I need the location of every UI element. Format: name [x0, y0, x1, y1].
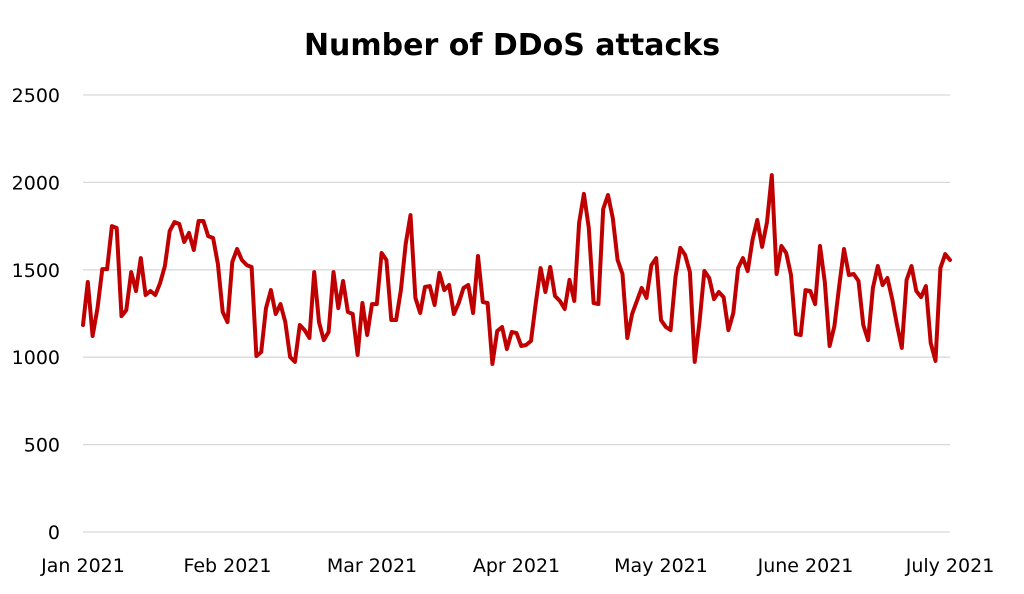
x-tick-label: Apr 2021: [473, 555, 560, 577]
x-tick-label: June 2021: [757, 555, 854, 577]
y-tick-label: 1500: [12, 260, 60, 282]
x-tick-label: Mar 2021: [327, 555, 417, 577]
x-tick-label: Jan 2021: [40, 555, 125, 577]
chart-title: Number of DDoS attacks: [304, 28, 720, 63]
x-tick-label: May 2021: [614, 555, 708, 577]
y-tick-label: 1000: [12, 347, 60, 369]
x-tick-label: July 2021: [905, 555, 995, 577]
y-tick-label: 2500: [12, 85, 60, 107]
series-line: [81, 173, 952, 366]
y-tick-label: 500: [24, 435, 60, 457]
y-tick-label: 2000: [12, 172, 60, 194]
y-tick-label: 0: [48, 522, 60, 544]
x-tick-label: Feb 2021: [183, 555, 271, 577]
